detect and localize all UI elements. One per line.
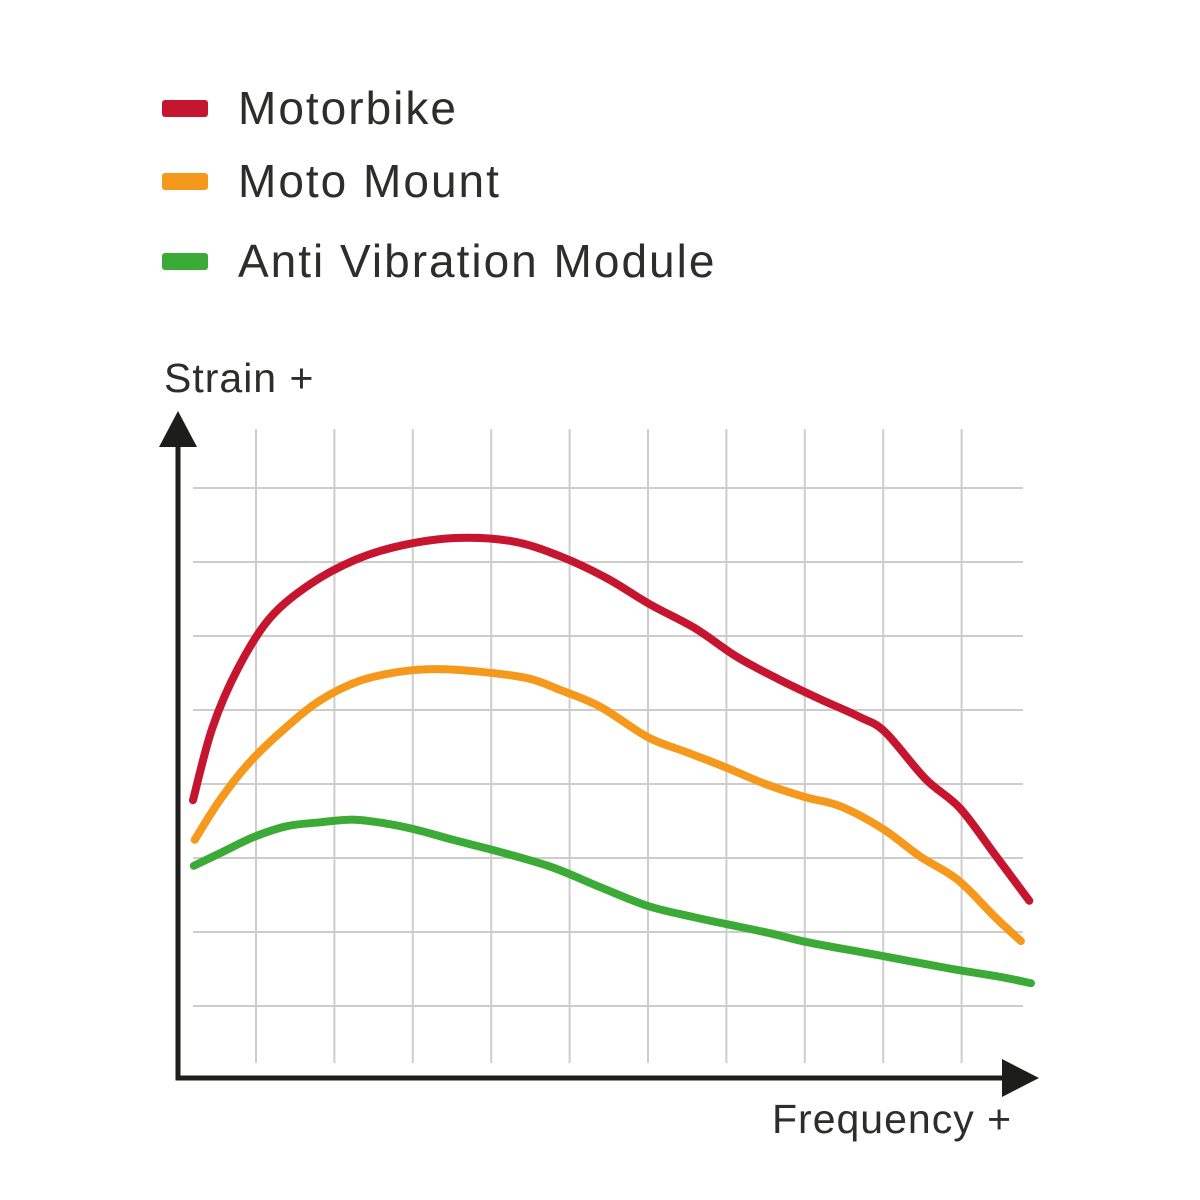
legend-item-moto-mount: Moto Mount <box>162 155 501 207</box>
x-axis-label: Frequency + <box>772 1096 1013 1142</box>
legend-label-anti-vibration-module: Anti Vibration Module <box>238 235 717 287</box>
legend-swatch-anti-vibration-module-icon <box>162 252 208 270</box>
series-curves <box>189 533 1035 988</box>
legend-item-anti-vibration-module: Anti Vibration Module <box>162 235 716 287</box>
legend-item-motorbike: Motorbike <box>162 82 458 134</box>
legend-swatch-moto-mount-icon <box>162 172 208 190</box>
legend-label-moto-mount: Moto Mount <box>238 155 501 207</box>
legend-label-motorbike: Motorbike <box>238 82 458 134</box>
legend-swatch-motorbike-icon <box>162 99 208 117</box>
y-axis-label: Strain + <box>164 355 315 401</box>
axes-arrows <box>159 411 1039 1097</box>
